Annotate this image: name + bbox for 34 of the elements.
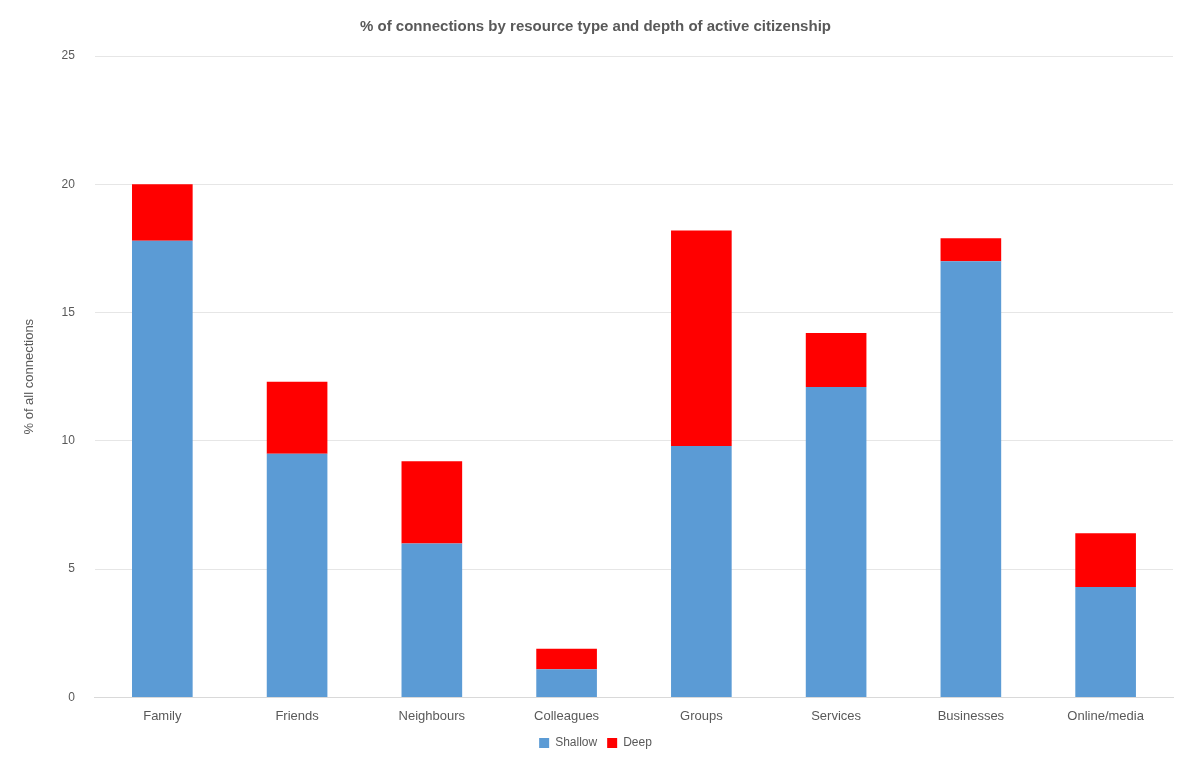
x-tick-label: Services	[811, 707, 862, 723]
x-tick-label: Online/media	[1067, 707, 1145, 723]
bar	[805, 386, 867, 697]
y-tick-label: 25	[61, 48, 76, 63]
x-tick-label: Neighbours	[398, 707, 466, 723]
y-axis-title: % of all connections	[21, 318, 37, 435]
y-tick-label: 10	[61, 433, 76, 448]
bar	[536, 648, 597, 670]
y-tick-label: 20	[61, 176, 76, 191]
y-tick-label: 5	[68, 561, 76, 576]
bar	[1075, 533, 1136, 588]
legend-label: Shallow	[555, 735, 598, 750]
x-tick-label: Groups	[680, 707, 724, 723]
bar	[401, 461, 463, 544]
x-tick-label: Friends	[275, 707, 320, 723]
x-tick-label: Colleagues	[534, 707, 600, 723]
y-tick-label: 15	[61, 304, 76, 319]
bar	[805, 333, 867, 387]
bar	[266, 381, 328, 454]
chart-title: % of connections by resource type and depth of active citizenship	[360, 17, 831, 35]
bar	[671, 445, 732, 697]
bar	[401, 543, 463, 697]
legend-label: Deep	[623, 735, 653, 750]
bar	[671, 230, 732, 446]
bar	[940, 238, 1002, 262]
x-tick-label: Family	[143, 707, 182, 723]
bar	[536, 669, 597, 697]
bar	[132, 184, 193, 241]
y-tick-label: 0	[68, 689, 76, 704]
x-tick-label: Businesses	[937, 707, 1005, 723]
bar	[1075, 587, 1136, 697]
bar	[266, 453, 328, 697]
bar	[940, 261, 1002, 697]
bar	[132, 240, 193, 697]
